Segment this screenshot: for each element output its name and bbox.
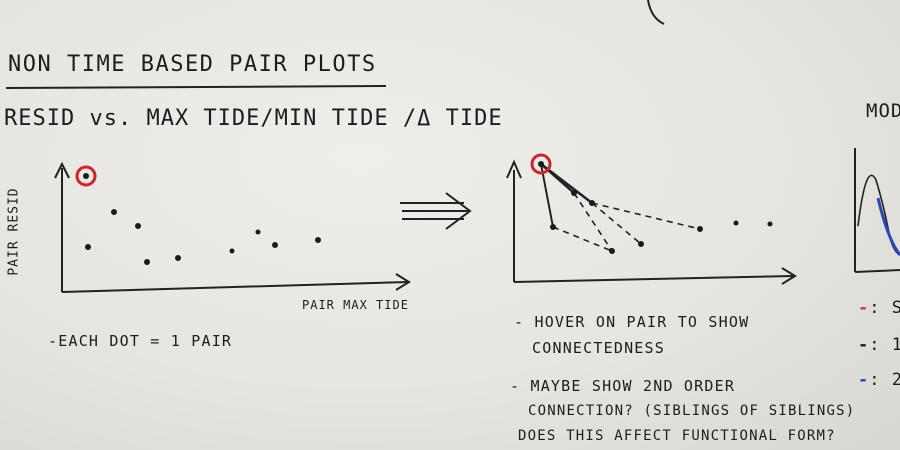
legend-blue-text: : 2 [869, 370, 900, 390]
transition-arrow [400, 192, 472, 230]
legend-entry-black: -: 1 [858, 335, 900, 355]
note-siblings-line: CONNECTION? (SIBLINGS OF SIBLINGS) [528, 403, 856, 419]
legend-black-mark: - [858, 335, 870, 355]
cutoff-blue-curve [876, 197, 900, 256]
legend-blue-mark: - [858, 370, 870, 390]
stray-pen-mark [647, 0, 665, 25]
left-x-axis-label: PAIR MAX TIDE [302, 298, 409, 312]
pair-dot [571, 190, 577, 196]
left-x-axis [61, 281, 409, 293]
solid-connection [540, 163, 554, 228]
pair-dot [733, 220, 739, 226]
pair-dot [638, 241, 644, 247]
cutoff-model-plot [854, 148, 900, 273]
pair-dot [609, 248, 615, 254]
legend-red-mark: - [858, 298, 870, 318]
dashed-connection [591, 202, 701, 230]
highlighted-pair-ring [530, 153, 552, 175]
cutoff-x-axis [854, 269, 900, 273]
right-x-axis [513, 275, 795, 283]
left-scatter-plot [54, 161, 411, 293]
highlighted-pair-ring [75, 165, 97, 187]
legend-entry-blue: -: 2 [858, 370, 900, 390]
pair-dot [229, 248, 235, 254]
right-y-axis-arrowhead [506, 159, 522, 179]
note-functional-form-line: DOES THIS AFFECT FUNCTIONAL FORM? [518, 428, 836, 444]
cutoff-heading: MOD [866, 100, 900, 122]
pair-dot [135, 223, 141, 229]
pair-dot [315, 237, 321, 243]
pair-dot [111, 209, 117, 215]
dashed-connection [573, 192, 613, 252]
right-x-axis-arrowhead [781, 267, 797, 285]
note-connectedness-line: CONNECTEDNESS [532, 339, 665, 357]
right-connected-plot [506, 153, 797, 285]
highlighted-pair-dot [83, 173, 89, 179]
pair-dot [175, 255, 181, 261]
left-x-axis-arrowhead [395, 273, 411, 291]
dashed-connection [552, 226, 613, 252]
pair-dot [85, 244, 91, 250]
note-hover-line: - HOVER ON PAIR TO SHOW [514, 313, 750, 331]
pair-dot [255, 229, 261, 235]
solid-connection [540, 163, 593, 204]
legend-black-text: : 1 [869, 335, 900, 355]
pair-dot [589, 200, 595, 206]
pair-dot [144, 259, 150, 265]
highlighted-pair-dot [538, 161, 544, 167]
left-y-axis-arrowhead [54, 161, 70, 179]
page-subtitle: RESID vs. MAX TIDE/MIN TIDE /Δ TIDE [4, 106, 503, 131]
pair-dot [272, 242, 278, 248]
pair-dot [767, 221, 773, 227]
left-y-axis-label: PAIR RESID [6, 187, 22, 276]
legend-entry-red: -: S [858, 298, 900, 318]
note-second-order-line: - MAYBE SHOW 2ND ORDER [510, 377, 736, 395]
pair-dot [550, 224, 556, 230]
pair-dot [697, 226, 703, 232]
page-title: NON TIME BASED PAIR PLOTS [8, 52, 377, 77]
legend-red-text: : S [869, 298, 900, 318]
left-plot-caption: -EACH DOT = 1 PAIR [48, 332, 233, 350]
